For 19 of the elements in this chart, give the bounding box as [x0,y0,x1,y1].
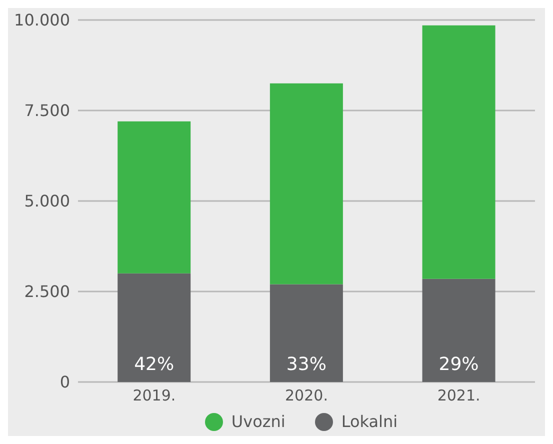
y-tick-label: 2.500 [24,282,70,302]
x-tick-label: 2021. [437,386,480,405]
bar [422,25,496,279]
bar [270,284,343,382]
bar [118,273,191,382]
legend-label: Uvozni [230,412,286,431]
annotation: 42% [134,354,174,375]
y-tick-label: 10.000 [14,10,70,30]
bar [422,278,496,382]
x-tick-label: 2019. [132,386,176,405]
y-tick-label: 0 [60,372,70,392]
y-tick-label: 7.500 [24,101,70,120]
legend-label: Lokalni [340,412,398,431]
x-tick-label: 2020. [285,386,328,405]
bar [270,83,343,284]
bar [118,121,191,274]
annotation: 33% [286,354,326,375]
y-tick-label: 5.000 [24,192,70,211]
annotation: 29% [438,354,479,375]
